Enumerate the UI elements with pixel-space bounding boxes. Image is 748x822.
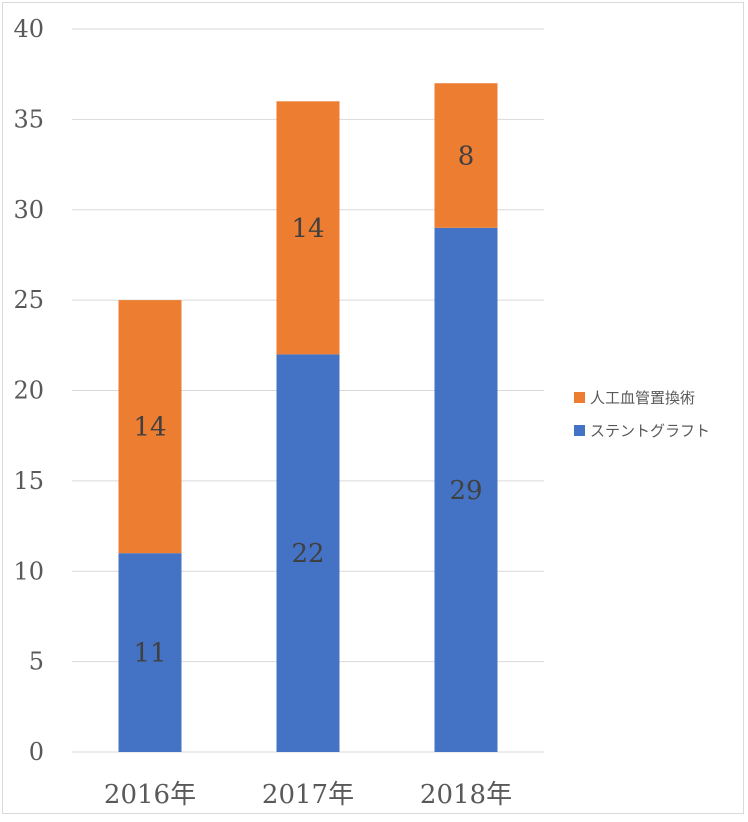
bar-replacement-2018年 [434, 83, 498, 228]
bar-stentgraft-2018年 [434, 227, 498, 752]
y-tick-label: 15 [13, 467, 44, 495]
data-label: 14 [291, 214, 324, 244]
x-tick-label: 2018年 [420, 780, 512, 810]
y-tick-label: 40 [13, 15, 44, 43]
legend-label: ステントグラフト [590, 422, 710, 440]
bar-stentgraft-2016年 [118, 553, 182, 752]
legend-label: 人工血管置換術 [590, 389, 695, 407]
bar-replacement-2017年 [276, 101, 340, 355]
data-label: 29 [449, 476, 482, 506]
legend-swatch [574, 425, 585, 436]
y-tick-label: 5 [29, 648, 44, 676]
data-label: 8 [458, 142, 475, 172]
y-tick-label: 35 [13, 105, 44, 133]
x-tick-label: 2017年 [262, 780, 354, 810]
y-tick-label: 30 [13, 196, 44, 224]
y-tick-label: 25 [13, 286, 44, 314]
data-label: 22 [291, 539, 324, 569]
y-tick-label: 10 [13, 557, 44, 585]
data-label: 14 [133, 413, 166, 443]
y-tick-label: 0 [29, 738, 44, 766]
bar-stentgraft-2017年 [276, 354, 340, 752]
y-tick-label: 20 [13, 377, 44, 405]
data-label: 11 [133, 639, 166, 669]
legend-swatch [574, 392, 585, 403]
x-tick-label: 2016年 [104, 780, 196, 810]
bar-replacement-2016年 [118, 300, 182, 554]
